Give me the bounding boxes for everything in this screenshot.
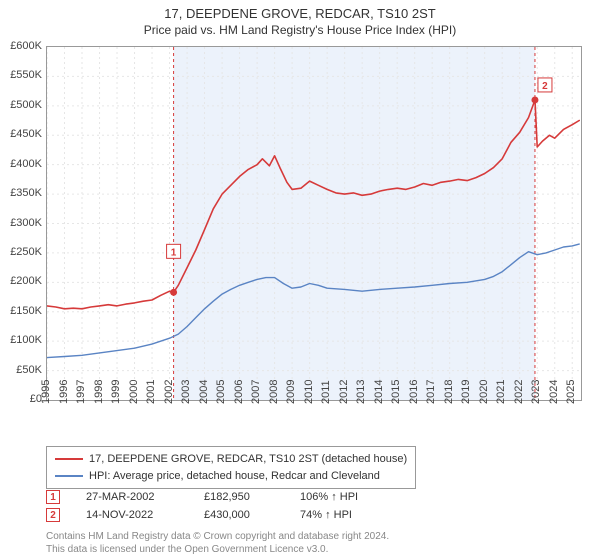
legend-item-hpi: HPI: Average price, detached house, Redc… [55,468,407,485]
footer-line: This data is licensed under the Open Gov… [46,544,389,557]
x-axis-tick: 1998 [93,380,105,404]
x-axis-tick: 2013 [355,380,367,404]
x-axis-tick: 2015 [390,380,402,404]
y-axis-tick: £0 [2,393,42,405]
x-axis-tick: 2000 [128,380,140,404]
sale-price: £182,950 [204,491,274,503]
x-axis-tick: 2017 [425,380,437,404]
sale-marker-icon: 1 [46,490,60,504]
chart-subtitle: Price paid vs. HM Land Registry's House … [0,23,600,39]
x-axis-tick: 2002 [163,380,175,404]
legend-swatch [55,475,83,477]
y-axis-tick: £500K [2,99,42,111]
legend-item-price-paid: 17, DEEPDENE GROVE, REDCAR, TS10 2ST (de… [55,451,407,468]
y-axis-tick: £300K [2,217,42,229]
y-axis-tick: £600K [2,40,42,52]
y-axis-tick: £550K [2,69,42,81]
x-axis-tick: 2003 [180,380,192,404]
sale-pct-vs-hpi: 74% ↑ HPI [300,509,390,521]
x-axis-tick: 2022 [513,380,525,404]
x-axis-tick: 2008 [268,380,280,404]
title-block: 17, DEEPDENE GROVE, REDCAR, TS10 2ST Pri… [0,0,600,38]
y-axis-tick: £100K [2,334,42,346]
legend-label: HPI: Average price, detached house, Redc… [89,468,380,485]
x-axis-tick: 1995 [40,380,52,404]
x-axis-tick: 2019 [460,380,472,404]
x-axis-tick: 2016 [408,380,420,404]
x-axis-tick: 2009 [285,380,297,404]
chart-legend: 17, DEEPDENE GROVE, REDCAR, TS10 2ST (de… [46,446,416,489]
x-axis-tick: 2018 [443,380,455,404]
x-axis-tick: 2011 [320,380,332,404]
chart-svg: 12 [47,47,581,400]
sale-date: 14-NOV-2022 [86,509,178,521]
licence-footer: Contains HM Land Registry data © Crown c… [46,531,389,556]
sales-row: 1 27-MAR-2002 £182,950 106% ↑ HPI [46,488,390,506]
chart-title-address: 17, DEEPDENE GROVE, REDCAR, TS10 2ST [0,6,600,23]
y-axis-tick: £350K [2,187,42,199]
x-axis-tick: 1996 [58,380,70,404]
footer-line: Contains HM Land Registry data © Crown c… [46,531,389,544]
x-axis-tick: 2005 [215,380,227,404]
sales-table: 1 27-MAR-2002 £182,950 106% ↑ HPI 2 14-N… [46,488,390,524]
y-axis-tick: £250K [2,246,42,258]
x-axis-tick: 2006 [233,380,245,404]
svg-text:1: 1 [171,247,177,258]
x-axis-tick: 2007 [250,380,262,404]
x-axis-tick: 1999 [110,380,122,404]
y-axis-tick: £400K [2,158,42,170]
x-axis-tick: 2025 [565,380,577,404]
x-axis-tick: 2014 [373,380,385,404]
x-axis-tick: 2023 [530,380,542,404]
sale-marker-icon: 2 [46,508,60,522]
sale-date: 27-MAR-2002 [86,491,178,503]
x-axis-tick: 2012 [338,380,350,404]
chart-plot-area: 12 [46,46,582,401]
x-axis-tick: 2024 [548,380,560,404]
legend-label: 17, DEEPDENE GROVE, REDCAR, TS10 2ST (de… [89,451,407,468]
sales-row: 2 14-NOV-2022 £430,000 74% ↑ HPI [46,506,390,524]
svg-text:2: 2 [542,81,548,92]
sale-price: £430,000 [204,509,274,521]
y-axis-tick: £200K [2,275,42,287]
sale-pct-vs-hpi: 106% ↑ HPI [300,491,390,503]
x-axis-tick: 2010 [303,380,315,404]
x-axis-tick: 2001 [145,380,157,404]
x-axis-tick: 1997 [75,380,87,404]
chart-container: 17, DEEPDENE GROVE, REDCAR, TS10 2ST Pri… [0,0,600,560]
x-axis-tick: 2020 [478,380,490,404]
legend-swatch [55,458,83,460]
y-axis-tick: £50K [2,364,42,376]
x-axis-tick: 2021 [495,380,507,404]
y-axis-tick: £450K [2,128,42,140]
y-axis-tick: £150K [2,305,42,317]
x-axis-tick: 2004 [198,380,210,404]
